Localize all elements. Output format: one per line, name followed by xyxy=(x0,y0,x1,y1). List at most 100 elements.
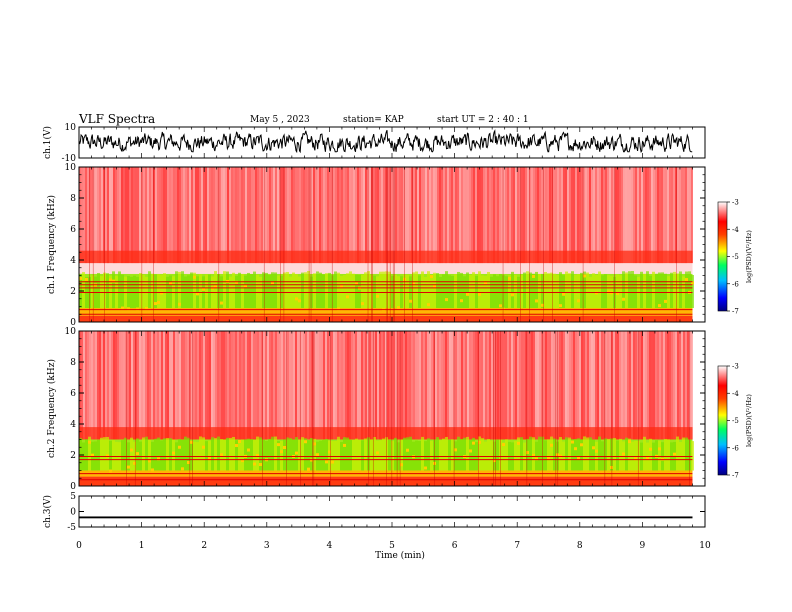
spectrogram-column xyxy=(247,272,250,309)
spectrogram-column xyxy=(310,438,313,471)
spectrogram-column xyxy=(279,167,281,264)
spectrogram-column xyxy=(153,167,155,264)
spectrogram-column xyxy=(208,440,211,471)
spectrogram-column xyxy=(379,331,381,440)
spectrogram-column xyxy=(243,331,245,440)
spectrogram-column xyxy=(97,331,99,440)
spectrogram-column xyxy=(598,271,601,309)
spectrogram-speck xyxy=(649,447,652,451)
spectrogram-column xyxy=(283,439,286,471)
y-tick-label: 10 xyxy=(65,163,77,173)
spectrogram-column xyxy=(271,272,274,309)
spectrogram-column xyxy=(274,436,277,471)
spectrogram-column xyxy=(526,438,529,471)
ch1-waveform-panel: 10 -10 ch.1(V) xyxy=(42,123,706,164)
spectrogram-column xyxy=(82,272,85,309)
spectrogram-column xyxy=(207,167,209,264)
spectrogram-column xyxy=(424,441,427,471)
spectrogram-column xyxy=(251,167,253,264)
spectrogram-column xyxy=(217,436,220,471)
spectrogram-column xyxy=(495,331,497,440)
spectrogram-speck xyxy=(628,440,631,444)
spectrogram-band xyxy=(79,263,693,274)
spectrogram-column xyxy=(109,167,111,264)
spectrogram-column xyxy=(659,331,661,440)
spectrogram-column xyxy=(339,331,341,440)
spectrogram-column xyxy=(304,272,307,309)
spectrogram-column xyxy=(587,167,589,264)
spectrogram-column xyxy=(89,331,91,440)
spectrogram-column xyxy=(154,274,157,309)
spectrogram-column xyxy=(225,331,227,440)
spectrogram-column xyxy=(685,331,687,440)
spectrogram-speck xyxy=(214,285,217,289)
spectrogram-column xyxy=(437,331,439,440)
spectrogram-column xyxy=(100,275,103,309)
spectrogram-column xyxy=(537,331,539,440)
spectrogram-speck xyxy=(220,301,223,305)
spectrogram-speck xyxy=(397,306,400,310)
spectrogram-column xyxy=(617,167,619,264)
spectrogram-column xyxy=(399,167,401,264)
spectrogram-column xyxy=(475,275,478,309)
spectrogram-column xyxy=(556,274,559,309)
spectrogram-column xyxy=(319,440,322,471)
spectrogram-speck xyxy=(691,281,694,285)
spectrogram-column xyxy=(165,167,167,264)
spectrogram-speck xyxy=(583,274,586,278)
spectrogram-column xyxy=(427,167,429,264)
spectrogram-column xyxy=(247,167,249,264)
spectrogram-column xyxy=(135,167,137,264)
spectrogram-column xyxy=(359,331,361,440)
spectrogram-band-edge xyxy=(79,250,693,264)
spectrogram-column xyxy=(163,273,166,309)
spectrogram-column xyxy=(175,331,177,440)
spectrogram-column xyxy=(681,167,683,264)
spectrogram-column xyxy=(159,167,161,264)
spectrogram-speck xyxy=(136,452,139,456)
spectrogram-speck xyxy=(610,465,613,469)
spectrogram-column xyxy=(279,331,281,440)
spectrogram-column xyxy=(418,275,421,309)
spectrogram-column xyxy=(425,167,427,264)
spectrogram-column xyxy=(243,167,245,264)
spectrogram-column xyxy=(451,276,454,309)
spectrogram-column xyxy=(619,167,621,264)
spectrogram-column xyxy=(645,331,647,440)
spectrogram-column xyxy=(520,437,523,471)
spectrogram-column xyxy=(111,331,113,440)
spectrogram-column xyxy=(611,167,613,264)
spectrogram-column xyxy=(436,437,439,471)
spectrogram-speck xyxy=(577,299,580,303)
spectrogram-column xyxy=(211,437,214,471)
spectrogram-column xyxy=(131,331,133,440)
spectrogram-column xyxy=(205,167,207,264)
spectrogram-column xyxy=(623,331,625,440)
spectrogram-column xyxy=(87,331,89,440)
y-tick-label: 0 xyxy=(70,318,76,328)
spectrogram-speck xyxy=(616,291,619,295)
spectrogram-column xyxy=(109,275,112,309)
spectrogram-speck xyxy=(559,304,562,308)
spectrogram-column xyxy=(689,167,691,264)
spectrogram-column xyxy=(295,331,297,440)
spectrogram-column xyxy=(112,271,115,309)
spectrogram-column xyxy=(633,167,635,264)
spectrogram-column xyxy=(271,436,274,471)
spectrogram-column xyxy=(592,439,595,471)
spectrogram-column xyxy=(628,438,631,471)
spectrogram-column xyxy=(261,331,263,440)
spectrogram-column xyxy=(257,331,259,440)
spectrogram-column xyxy=(371,167,373,264)
spectrogram-column xyxy=(99,331,101,440)
y-tick-label: 8 xyxy=(70,194,76,204)
spectrogram-column xyxy=(253,439,256,471)
spectrogram-column xyxy=(379,440,382,471)
spectrogram-speck xyxy=(361,302,364,306)
spectrogram-column xyxy=(225,167,227,264)
spectrogram-column xyxy=(448,439,451,471)
spectrogram-column xyxy=(205,331,207,440)
spectrogram-column xyxy=(435,167,437,264)
spectrogram-column xyxy=(199,274,202,309)
spectrogram-column xyxy=(199,331,201,440)
